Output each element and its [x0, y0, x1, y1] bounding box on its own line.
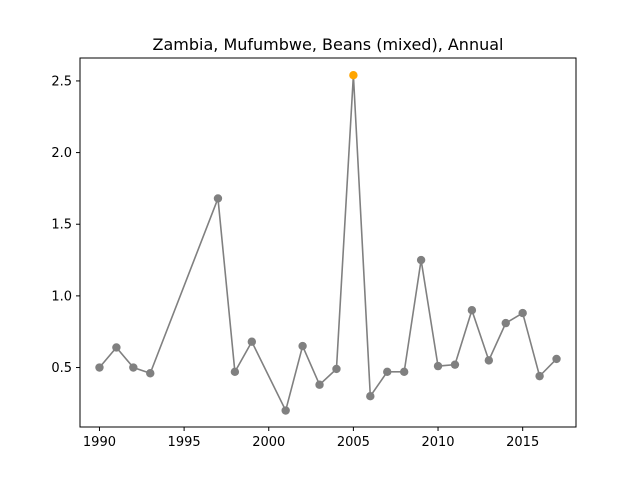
y-tick-label: 1.5	[51, 218, 72, 233]
data-point	[112, 343, 121, 352]
data-point	[230, 367, 240, 377]
highlighted-data-point	[349, 70, 358, 80]
data-point	[281, 406, 290, 415]
data-point	[146, 369, 155, 378]
data-point	[213, 194, 223, 203]
x-tick-label: 2000	[252, 435, 285, 450]
y-tick-label: 1.0	[51, 289, 72, 304]
data-point	[247, 337, 257, 346]
data-point	[467, 306, 477, 315]
axes: 1990 1995 2000 2005 2010 2015 0.5 1.0 1.5 2.0 2.5	[51, 74, 539, 450]
chart-title: Zambia, Mufumbwe, Beans (mixed), Annual	[153, 35, 504, 54]
y-tick-label: 0.5	[51, 361, 72, 376]
data-point	[298, 341, 307, 351]
data-point	[518, 308, 527, 318]
data-point	[552, 354, 561, 364]
data-point	[399, 367, 409, 377]
data-point	[501, 318, 510, 328]
data-point	[484, 356, 494, 365]
data-point	[332, 364, 341, 374]
x-tick-label: 1995	[168, 435, 201, 450]
plot-frame	[79, 57, 577, 428]
x-tick-label: 2005	[337, 435, 370, 450]
x-tick-label: 2010	[421, 435, 454, 450]
x-tick-label: 2015	[506, 435, 539, 450]
data-point	[535, 371, 544, 381]
data-point	[366, 391, 375, 401]
x-tick-label: 1990	[83, 435, 116, 450]
data-point	[129, 363, 138, 372]
data-point	[95, 363, 104, 372]
y-tick-label: 2.0	[51, 146, 72, 161]
data-point	[416, 255, 426, 265]
data-point	[315, 380, 324, 389]
series-line	[98, 75, 558, 413]
y-tick-label: 2.5	[51, 74, 72, 89]
data-point	[433, 361, 443, 371]
data-point	[383, 367, 392, 377]
data-point	[450, 360, 460, 369]
data-series	[95, 70, 561, 415]
